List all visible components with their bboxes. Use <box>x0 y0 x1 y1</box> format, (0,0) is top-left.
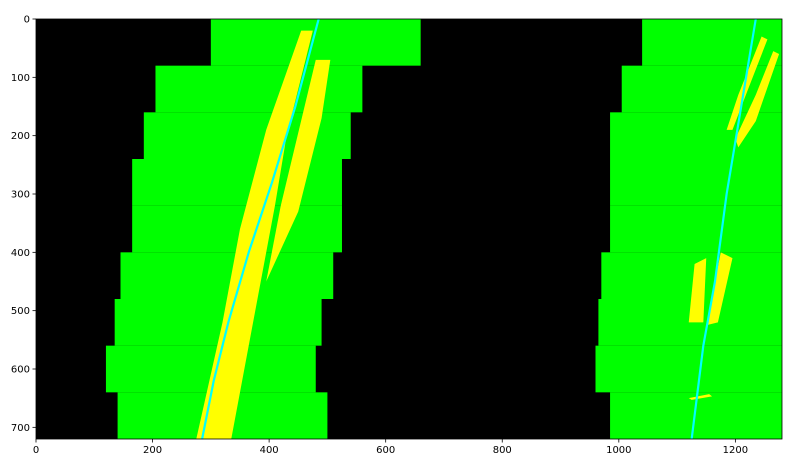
y-tick-label-5: 500 <box>11 306 30 317</box>
y-tick-label-6: 600 <box>11 365 30 376</box>
right-search-window-3 <box>610 159 782 206</box>
x-tick-label-1: 200 <box>143 445 162 456</box>
y-tick-label-0: 0 <box>24 15 30 26</box>
right-lane-pixels-0 <box>726 36 768 130</box>
axes: 0 200 400 600 800 1000 1200 0 100 200 300 400 500 600… <box>11 15 783 456</box>
left-fit-line <box>201 18 320 440</box>
right-lane-pixels-2 <box>688 258 707 323</box>
right-lane-pixels-3 <box>706 252 733 326</box>
x-tick-label-6: 1200 <box>723 445 748 456</box>
x-tick-label-0: 0 <box>33 445 39 456</box>
x-tick-label-3: 600 <box>376 445 395 456</box>
x-tick-label-5: 1000 <box>606 445 631 456</box>
y-tick-label-7: 700 <box>11 423 30 434</box>
right-search-window-7 <box>595 345 782 393</box>
y-tick-label-3: 300 <box>11 190 30 201</box>
y-tick-label-2: 200 <box>11 131 30 142</box>
plot-area <box>36 18 782 440</box>
y-tick-label-1: 100 <box>11 73 30 84</box>
right-search-window-4 <box>610 205 782 253</box>
x-tick-label-4: 800 <box>493 445 512 456</box>
axes-frame <box>35 18 783 440</box>
left-lane-pixels-1 <box>266 59 331 282</box>
right-search-window-5 <box>601 252 782 299</box>
right-lane-pixels-1 <box>735 51 780 148</box>
left-search-window-6 <box>114 299 322 346</box>
left-search-window-5 <box>120 252 334 299</box>
x-tick-label-2: 400 <box>260 445 279 456</box>
right-lane-pixels-4 <box>688 394 713 400</box>
left-search-window-1 <box>155 65 363 113</box>
y-tick-label-4: 400 <box>11 248 30 259</box>
left-search-window-3 <box>132 159 342 206</box>
right-fit-line <box>690 18 757 440</box>
